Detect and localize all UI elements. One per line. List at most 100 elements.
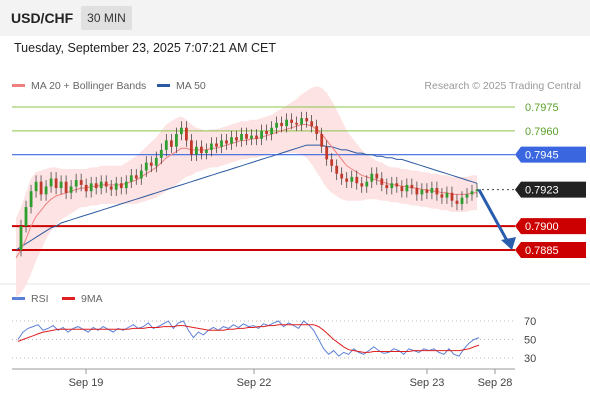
candle-body bbox=[340, 173, 344, 179]
level-label-0.7900: 0.7900 bbox=[525, 221, 559, 233]
candle-body bbox=[19, 226, 23, 250]
candle-body bbox=[470, 191, 474, 195]
rsi-line bbox=[17, 320, 480, 357]
candle-body bbox=[134, 175, 138, 179]
bollinger-band bbox=[16, 86, 477, 298]
ma50-swatch bbox=[157, 83, 170, 87]
candle-body bbox=[315, 126, 319, 134]
candle-body bbox=[34, 181, 38, 192]
candle-body bbox=[195, 146, 198, 155]
candle-body bbox=[410, 184, 414, 189]
candle-body bbox=[39, 181, 43, 195]
candle-body bbox=[280, 122, 283, 127]
timeframe-button[interactable]: 30 MIN bbox=[81, 6, 132, 30]
candle-body bbox=[245, 134, 248, 139]
candle-body bbox=[215, 143, 218, 147]
candle-body bbox=[175, 134, 178, 147]
candle-body bbox=[330, 159, 334, 166]
candle-body bbox=[390, 183, 394, 189]
candle-body bbox=[230, 137, 233, 144]
candle-body bbox=[44, 186, 48, 195]
legend-ma50-label: MA 50 bbox=[176, 80, 206, 92]
rsi-tick-70: 70 bbox=[524, 316, 536, 328]
ma20-swatch bbox=[12, 83, 25, 87]
candle-body bbox=[275, 122, 278, 128]
level-label-0.7885: 0.7885 bbox=[525, 245, 559, 257]
candle-body bbox=[385, 184, 389, 189]
candle-body bbox=[190, 140, 193, 155]
candle-body bbox=[64, 181, 68, 193]
candle-body bbox=[310, 121, 314, 127]
candle-body bbox=[139, 170, 143, 179]
rsi-ma-swatch bbox=[62, 296, 75, 300]
candle-body bbox=[370, 173, 374, 182]
candle-body bbox=[355, 176, 359, 184]
candle-body bbox=[79, 180, 83, 185]
candle-body bbox=[445, 192, 449, 198]
symbol-label: USD/CHF bbox=[11, 10, 74, 26]
candle-body bbox=[365, 181, 369, 187]
candle-body bbox=[290, 119, 293, 123]
candle-body bbox=[94, 183, 98, 189]
candle-body bbox=[440, 194, 444, 198]
legend-rsi: RSI bbox=[12, 293, 49, 305]
candle-body bbox=[225, 140, 228, 144]
candle-body bbox=[84, 184, 88, 192]
level-label-0.7960: 0.7960 bbox=[525, 126, 559, 138]
candle-body bbox=[400, 186, 404, 192]
candle-body bbox=[420, 189, 424, 195]
candle-body bbox=[300, 118, 303, 125]
candle-body bbox=[430, 188, 434, 193]
level-label-0.7975: 0.7975 bbox=[525, 102, 559, 114]
candle-body bbox=[119, 183, 123, 189]
candle-body bbox=[235, 137, 238, 141]
candle-body bbox=[24, 207, 28, 227]
candle-body bbox=[325, 146, 329, 160]
candle-body bbox=[270, 127, 273, 135]
top-bar: USD/CHF 30 MIN bbox=[0, 0, 590, 36]
ma50-line bbox=[15, 144, 478, 251]
candle-body bbox=[345, 178, 349, 182]
candle-body bbox=[154, 157, 158, 166]
candle-body bbox=[185, 127, 188, 141]
candle-body bbox=[99, 181, 103, 189]
legend-rsi-label: RSI bbox=[31, 293, 49, 305]
forecast-arrow-head bbox=[501, 237, 516, 250]
x-tick-label-sep-23: Sep 23 bbox=[410, 377, 445, 389]
candle-body bbox=[59, 181, 63, 189]
candle-body bbox=[54, 178, 58, 188]
rsi-tick-30: 30 bbox=[524, 353, 536, 365]
chart-timestamp: Tuesday, September 23, 2025 7:07:21 AM C… bbox=[14, 41, 276, 55]
candle-body bbox=[395, 183, 399, 187]
candle-body bbox=[260, 130, 263, 139]
candle-body bbox=[74, 180, 78, 187]
candle-body bbox=[144, 162, 148, 171]
candle-body bbox=[450, 192, 454, 201]
level-label-0.7923: 0.7923 bbox=[525, 185, 559, 197]
candle-body bbox=[320, 134, 324, 147]
candle-body bbox=[240, 134, 243, 141]
candle-body bbox=[415, 188, 419, 195]
candle-body bbox=[360, 183, 364, 187]
candle-body bbox=[460, 197, 464, 204]
candle-body bbox=[164, 140, 168, 150]
level-tag-0.7885 bbox=[515, 242, 586, 258]
candle-body bbox=[149, 162, 153, 166]
candle-body bbox=[285, 119, 288, 127]
candle-body bbox=[109, 186, 113, 190]
x-tick-label-sep-28: Sep 28 bbox=[478, 377, 513, 389]
legend-ma20: MA 20 + Bollinger Bands bbox=[12, 80, 146, 92]
legend-ma50: MA 50 bbox=[157, 80, 206, 92]
x-tick-label-sep-19: Sep 19 bbox=[69, 377, 104, 389]
level-tag-0.7900 bbox=[515, 218, 586, 235]
candle-body bbox=[255, 135, 258, 139]
candle-body bbox=[295, 122, 298, 125]
legend-rsi-ma: 9MA bbox=[62, 293, 103, 305]
candle-body bbox=[435, 188, 439, 195]
x-tick-label-sep-22: Sep 22 bbox=[237, 377, 272, 389]
legend-ma20-label: MA 20 + Bollinger Bands bbox=[31, 80, 147, 92]
candle-body bbox=[210, 143, 213, 150]
candle-body bbox=[405, 184, 409, 192]
candle-body bbox=[49, 178, 53, 187]
